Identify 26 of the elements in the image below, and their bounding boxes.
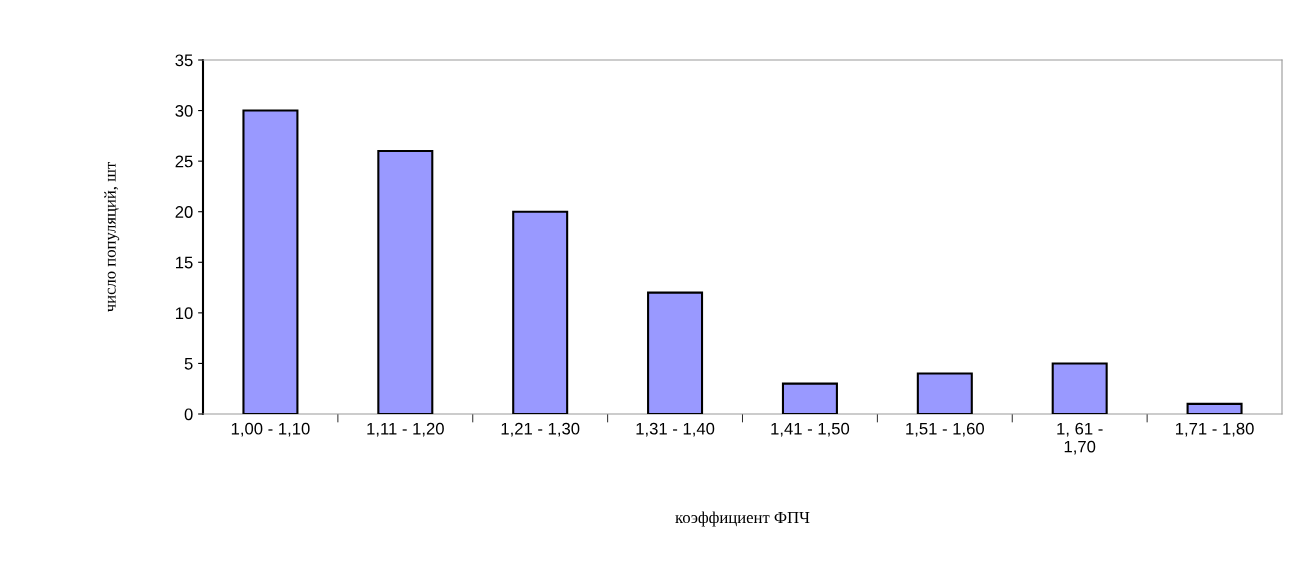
y-tick-label: 0 <box>184 408 193 421</box>
y-tick-label: 20 <box>175 206 193 218</box>
y-tick-label: 15 <box>176 256 193 269</box>
x-tick-label: 1,21 - 1,30 <box>501 422 580 437</box>
y-tick-label: 35 <box>175 54 193 67</box>
bar <box>781 382 838 414</box>
x-tick-label: 1,11 - 1,20 <box>367 422 444 437</box>
bar <box>377 149 434 414</box>
x-axis-title: коэффициент ФПЧ <box>675 511 810 527</box>
bar <box>1051 362 1108 414</box>
x-tick-label: 1,51 - 1,60 <box>906 422 985 437</box>
y-tick-label: 10 <box>176 307 193 320</box>
x-tick-label: 1, 61 - 1,70 <box>1057 422 1103 455</box>
bar <box>916 372 973 414</box>
x-tick-label: 1,00 - 1,10 <box>231 422 310 437</box>
bar <box>242 109 299 414</box>
y-tick-label: 25 <box>175 155 193 168</box>
x-tick-label: 1,41 - 1,50 <box>771 422 850 437</box>
bar <box>1186 402 1243 414</box>
y-tick-label: 30 <box>175 104 193 117</box>
x-tick-label: 1,71 - 1,80 <box>1175 422 1254 437</box>
y-axis-title: число популяций, шт <box>104 162 120 312</box>
bar <box>512 210 569 414</box>
bar <box>647 291 704 414</box>
x-tick-label: 1,31 - 1,40 <box>636 422 715 437</box>
y-tick-label: 5 <box>184 358 193 370</box>
